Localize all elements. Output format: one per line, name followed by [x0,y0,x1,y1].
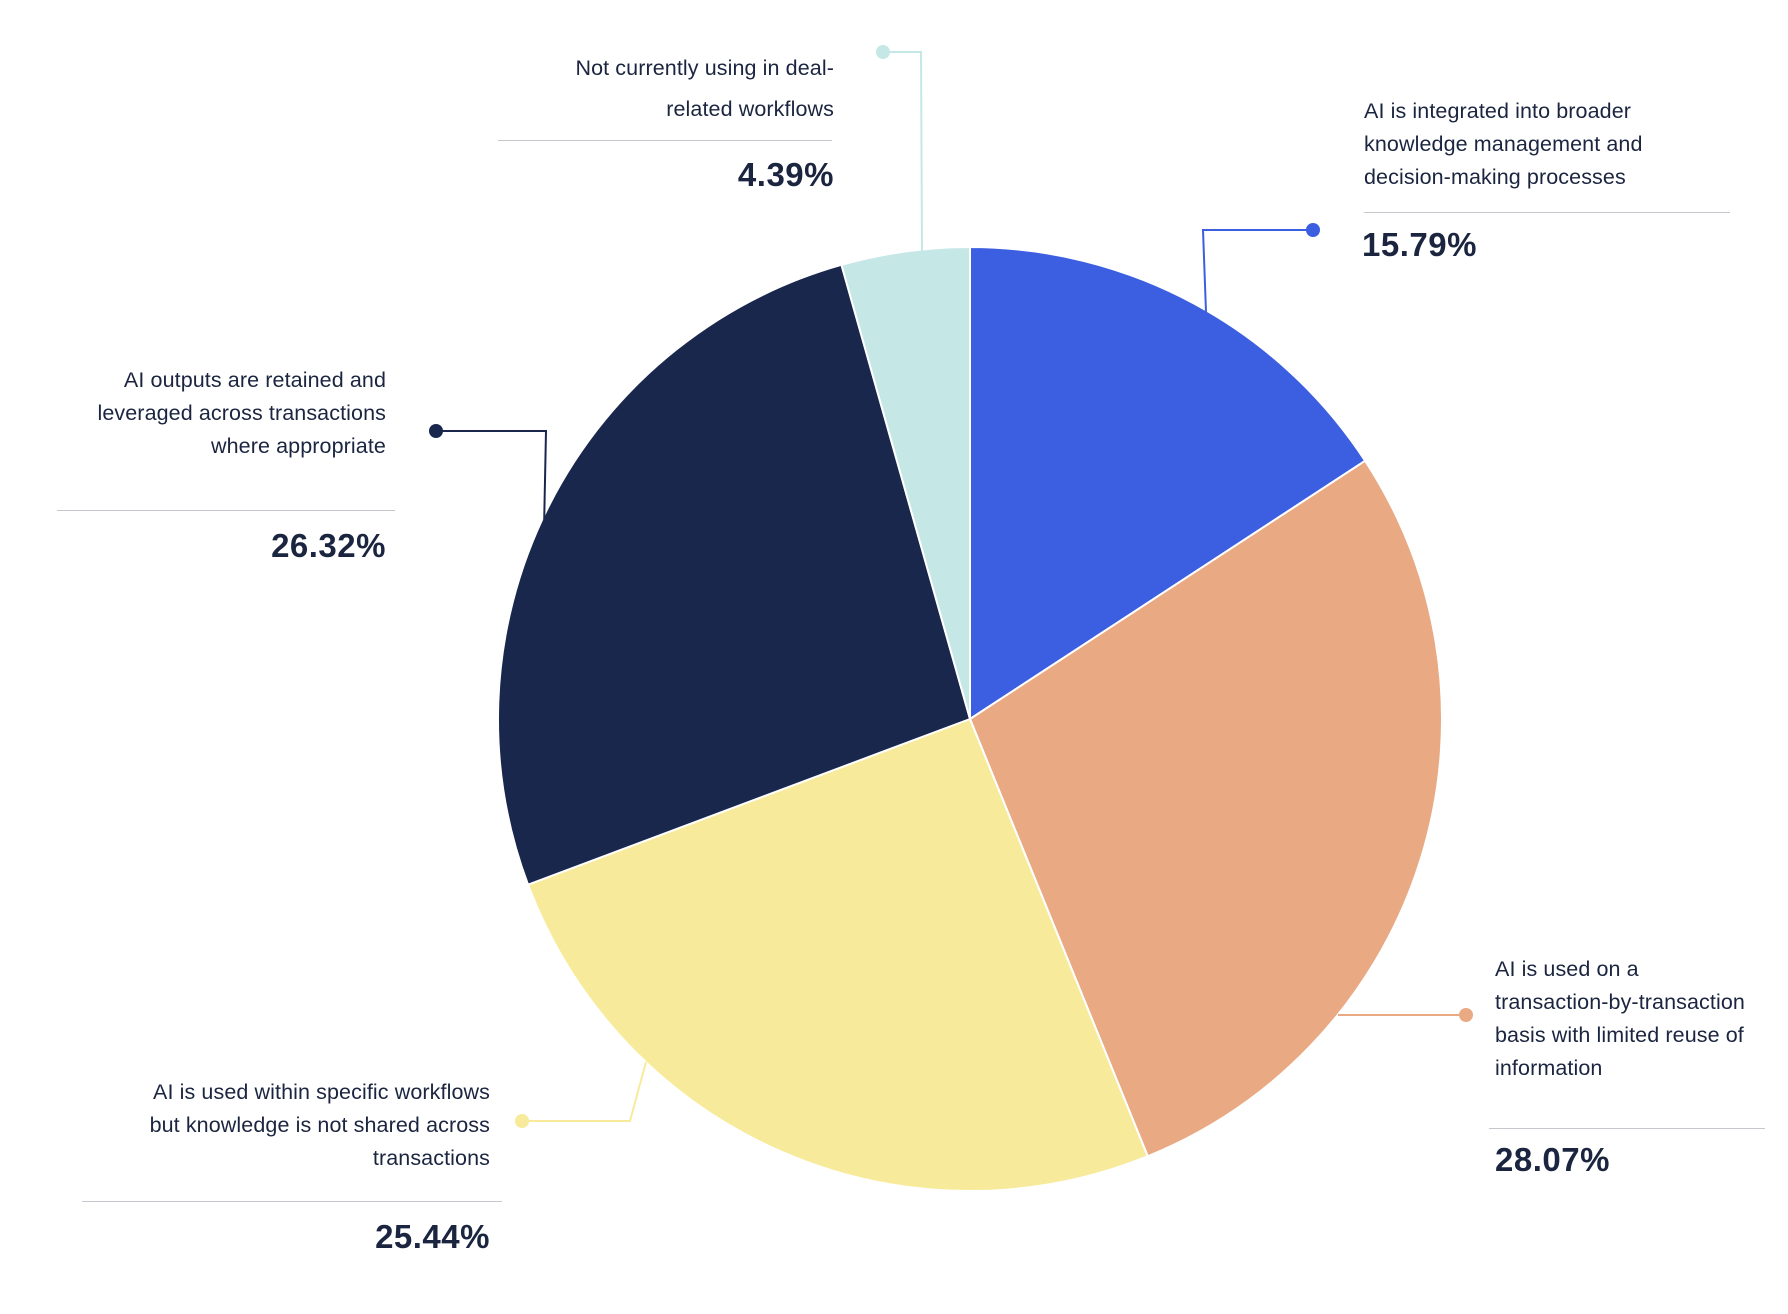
pie-slice-knowledge-management [969,245,1367,721]
slice-label-not-using: Not currently using in deal-related work… [520,48,834,130]
leader-dot-knowledge-management [1306,223,1320,237]
label-divider [82,1201,502,1202]
slice-label-outputs-retained: AI outputs are retained and leveraged ac… [97,368,386,458]
label-divider [1364,212,1730,213]
pie-slice-outputs-retained [497,263,972,886]
leader-line-not-using [883,51,923,254]
slice-value-specific-workflows: 25.44% [375,1218,490,1255]
leader-dot-specific-workflows [515,1114,529,1128]
slice-value-outputs-retained: 26.32% [271,527,386,564]
label-divider [57,510,395,511]
leader-line-outputs-retained [436,430,548,531]
leader-line-specific-workflows [522,1061,647,1122]
label-divider [498,140,832,141]
pie-slice-specific-workflows [526,717,1150,1192]
label-divider [1489,1128,1765,1129]
leader-dot-not-using [876,45,890,59]
pie-slice-transaction-by-transaction [968,459,1444,1158]
slice-label-knowledge-management: AI is integrated into broader knowledge … [1364,99,1643,189]
slice-value-not-using: 4.39% [737,156,834,193]
leader-dot-transaction-by-transaction [1459,1008,1473,1022]
slice-label-specific-workflows: AI is used within specific workflows but… [149,1080,490,1170]
slice-label-not-using-text: Not currently using in deal-related work… [575,56,834,121]
slice-label-transaction-by-transaction: AI is used on a transaction-by-transacti… [1495,957,1745,1080]
slice-value-knowledge-management: 15.79% [1362,226,1477,263]
slice-value-transaction-by-transaction: 28.07% [1495,1141,1610,1178]
pie-slice-not-using [840,245,971,720]
leader-line-knowledge-management [1201,229,1313,313]
leader-dot-outputs-retained [429,424,443,438]
